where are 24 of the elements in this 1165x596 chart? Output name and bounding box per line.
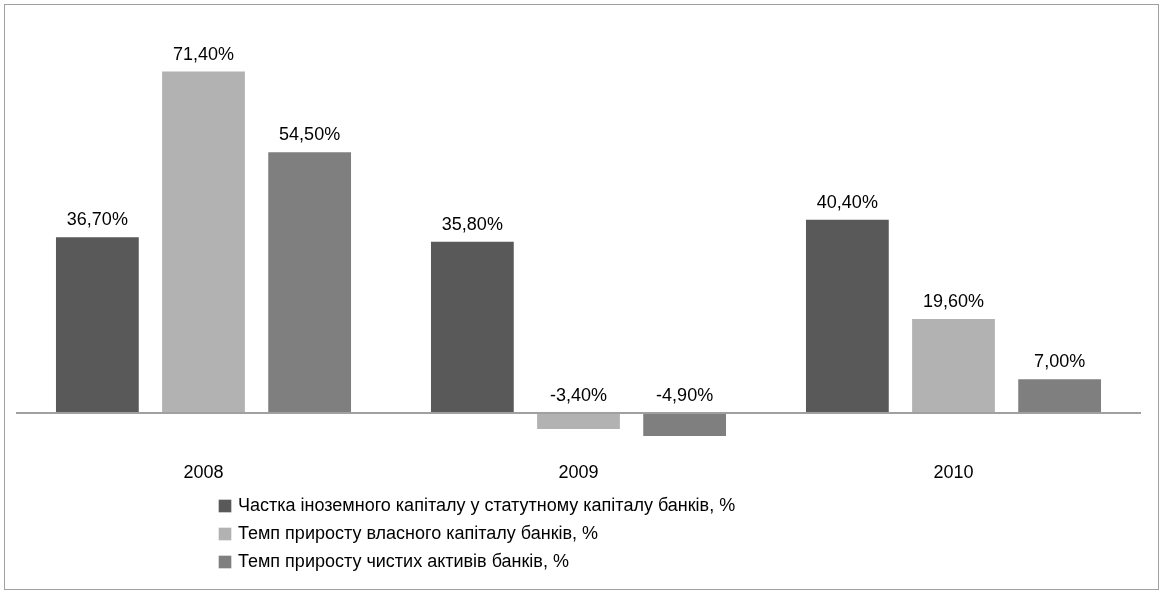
data-label: 36,70%: [66, 209, 128, 230]
bar: [805, 219, 889, 413]
x-tick-label: 2010: [933, 461, 974, 482]
bar: [268, 152, 352, 413]
x-tick-label: 2008: [183, 461, 224, 482]
x-tick-label: 2009: [558, 461, 599, 482]
bar: [537, 412, 620, 429]
bar: [162, 71, 245, 413]
data-label: 54,50%: [279, 124, 341, 145]
data-label: -4,90%: [656, 384, 714, 405]
bar: [55, 237, 139, 413]
data-label: -3,40%: [549, 384, 608, 405]
data-label: 19,60%: [922, 291, 985, 312]
legend-label: Темп приросту чистих активів банків, %: [238, 551, 569, 571]
legend-label: Темп приросту власного капіталу банків, %: [238, 523, 599, 543]
legend-label: Частка іноземного капіталу у статутному капіталу банків, %: [238, 495, 736, 515]
data-label: 40,40%: [816, 191, 878, 212]
data-label: 35,80%: [441, 213, 503, 234]
data-label: 71,40%: [172, 43, 235, 64]
bar: [1018, 379, 1102, 413]
bar: [912, 319, 995, 413]
data-label: 7,00%: [1034, 351, 1086, 372]
bar: [430, 241, 514, 413]
bar: [643, 412, 727, 437]
